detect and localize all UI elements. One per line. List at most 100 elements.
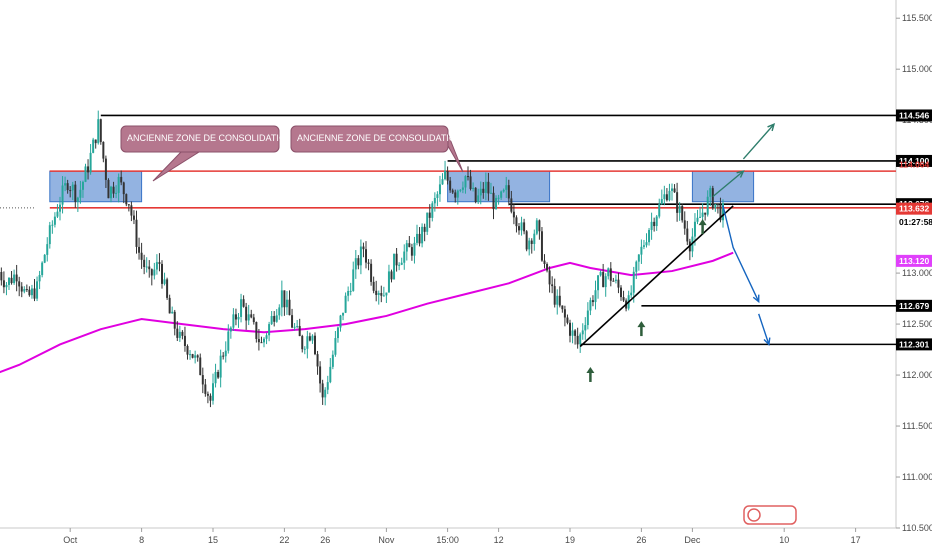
logo-outline [743,505,797,525]
candle-body [163,279,166,284]
candle-body [240,299,243,317]
candle-body [43,254,46,263]
projection-path [712,170,744,198]
price-label: 113.632 [899,204,930,214]
candle-body [711,188,714,209]
candle-body [385,292,388,296]
candle-body [653,221,656,227]
candle-body [102,141,105,159]
candle-body [489,192,492,194]
candle-body [115,192,118,194]
candle-body [390,271,393,280]
candle-body [722,203,724,221]
candle-body [484,181,487,193]
candle-body [640,246,643,255]
candle-body [278,307,281,316]
projection-path [758,313,770,345]
time-axis[interactable]: Oct 8 15 22 26 Nov 15:00 12 19 26 Dec 10 17 [0,527,896,545]
candle-body [487,181,490,194]
candle-body [324,389,327,398]
price-label-box [896,202,932,215]
countdown-label: 01:27:58 [899,217,932,227]
candle-body [125,194,128,205]
candle-body [171,311,174,314]
candle-body [148,266,151,270]
candle-body [387,271,390,293]
candle-body [296,326,299,328]
candle-body [257,338,260,343]
candle-body [416,233,418,243]
candle-body [183,335,186,346]
candle-body [69,190,72,192]
candle-body [538,220,541,232]
candle-body [693,221,696,237]
time-tick-label: 19 [565,535,575,545]
price-axis[interactable]: 115.500115.000114.500113.000112.500112.0… [895,0,932,533]
candle-body [423,226,426,232]
moving-average [0,251,734,374]
candle-body [10,277,13,284]
time-tick-label: 15 [208,535,218,545]
candlesticks [0,110,724,408]
candle-body [421,226,424,244]
candle-body [255,322,258,339]
candle-body [135,219,138,247]
candle-body [454,192,457,198]
candle-body [515,217,518,227]
callout-label: ANCIENNE ZONE DE CONSOLIDATION [297,133,462,143]
candle-body [400,262,403,265]
time-tick-label: 12 [494,535,504,545]
candle-body [219,355,222,378]
candle-body [138,246,141,253]
price-tick-label: 111.500 [902,421,932,431]
candle-body [622,297,625,301]
candle-body [612,280,615,282]
candle-body [530,240,533,244]
level-label-box [896,299,932,312]
projection-arrow-head [752,294,760,304]
candle-body [449,180,452,191]
candle-body [51,224,54,226]
candle-body [64,183,67,186]
candle-body [319,366,322,384]
candle-body [206,393,209,396]
candle-body [291,315,294,328]
candle-body [347,290,350,296]
candle-body [597,275,600,291]
candle-body [446,170,449,181]
candle-body [357,258,360,266]
candle-body [510,198,513,212]
price-tick-label: 112.000 [902,370,932,380]
candle-body [158,262,161,264]
consolidation-zones [49,170,755,203]
candle-body [250,314,253,318]
candle-body [571,330,574,336]
projection-arrow-head [763,337,771,346]
candle-body [543,260,546,264]
candle-body [579,334,582,345]
candle-body [518,226,520,231]
callout-pointer [152,151,201,182]
candle-body [36,281,39,299]
candle-body [33,288,36,299]
candle-body [408,243,411,248]
candle-body [28,289,31,296]
price-label-box [896,254,932,267]
candle-body [648,229,651,243]
candle-body [245,306,248,321]
candle-body [362,246,365,250]
candle-body [479,188,482,196]
candle-body [497,197,500,199]
candle-body [344,295,347,313]
time-tick-label: 22 [279,535,289,545]
candle-body [589,300,592,311]
candle-body [535,220,538,234]
callout-box [290,125,449,153]
candle-body [143,259,146,267]
candle-body [212,383,214,401]
candle-body [76,197,79,202]
candle-body [604,276,607,288]
candle-body [502,189,505,192]
candle-body [329,366,332,383]
